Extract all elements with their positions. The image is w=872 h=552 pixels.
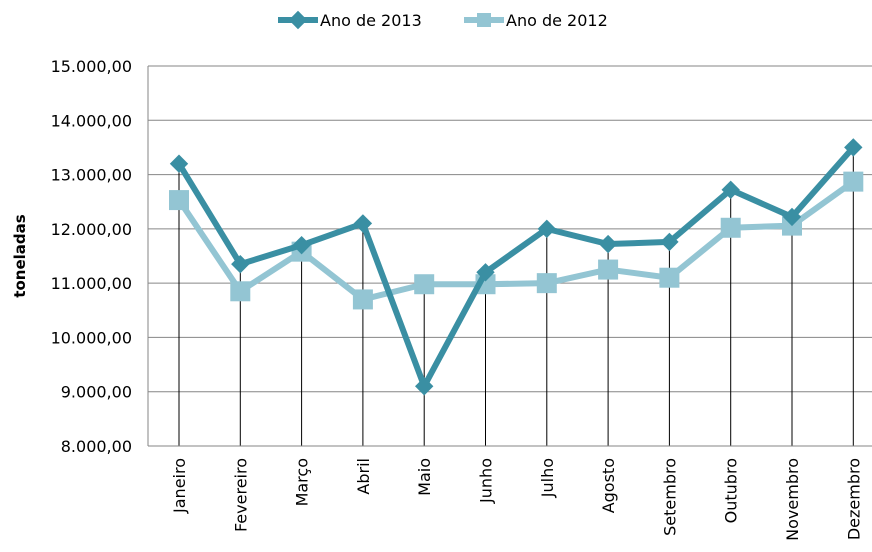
axes (147, 66, 872, 447)
y-tick-label: 12.000,00 (51, 220, 132, 239)
x-tick-label: Março (293, 458, 312, 506)
x-tick-labels: Janeiro Fevereiro Março Abril Maio Junho Julho… (170, 458, 863, 541)
data-point (352, 289, 373, 310)
data-point (292, 235, 311, 255)
x-tick-label: Setembro (660, 458, 679, 536)
data-point (231, 254, 250, 274)
data-point (169, 190, 189, 211)
y-tick-label: 8.000,00 (61, 437, 132, 456)
data-point (169, 154, 189, 173)
data-point (844, 138, 863, 157)
x-tick-label: Outubro (722, 458, 741, 523)
legend: Ano de 2013 Ano de 2012 (278, 10, 608, 30)
data-point (476, 263, 495, 282)
x-tick-label: Fevereiro (231, 458, 250, 532)
legend-item-2012: Ano de 2012 (464, 11, 608, 30)
series-group (169, 138, 864, 396)
data-point (537, 219, 556, 239)
x-tick-label: Novembro (783, 458, 802, 541)
drop-lines (178, 147, 854, 446)
series-0 (169, 138, 863, 396)
x-tick-label: Janeiro (170, 458, 189, 514)
x-tick-label: Agosto (599, 458, 618, 513)
x-tick-label: Dezembro (844, 458, 863, 540)
data-point (659, 267, 680, 288)
data-point (843, 171, 864, 192)
x-tick-label: Julho (538, 458, 557, 498)
data-point (414, 274, 435, 295)
data-point (536, 273, 557, 294)
data-point (598, 259, 619, 280)
legend-item-2013: Ano de 2013 (278, 10, 422, 30)
y-tick-label: 11.000,00 (51, 274, 132, 293)
x-tick-label: Abril (354, 458, 373, 495)
legend-label-2013: Ano de 2013 (320, 11, 422, 30)
y-tick-label: 9.000,00 (61, 383, 132, 402)
y-tick-labels: 8.000,00 9.000,00 10.000,00 11.000,00 12.000… (51, 57, 132, 456)
y-tick-label: 14.000,00 (51, 111, 132, 130)
data-point (721, 180, 740, 199)
series-line (176, 145, 856, 390)
data-point (598, 234, 618, 254)
y-tick-label: 13.000,00 (51, 166, 132, 185)
legend-label-2012: Ano de 2012 (506, 11, 608, 30)
data-point (415, 377, 434, 396)
data-point (720, 217, 741, 238)
y-tick-label: 10.000,00 (51, 328, 132, 347)
y-axis-label: toneladas (11, 214, 29, 297)
y-tick-label: 15.000,00 (51, 57, 132, 76)
x-tick-label: Maio (415, 458, 434, 496)
series-line (176, 179, 856, 303)
series-1 (169, 171, 864, 310)
data-point (782, 207, 802, 227)
data-point (353, 214, 373, 233)
x-tick-label: Junho (477, 458, 496, 504)
data-point (660, 232, 679, 252)
data-point (230, 281, 251, 302)
